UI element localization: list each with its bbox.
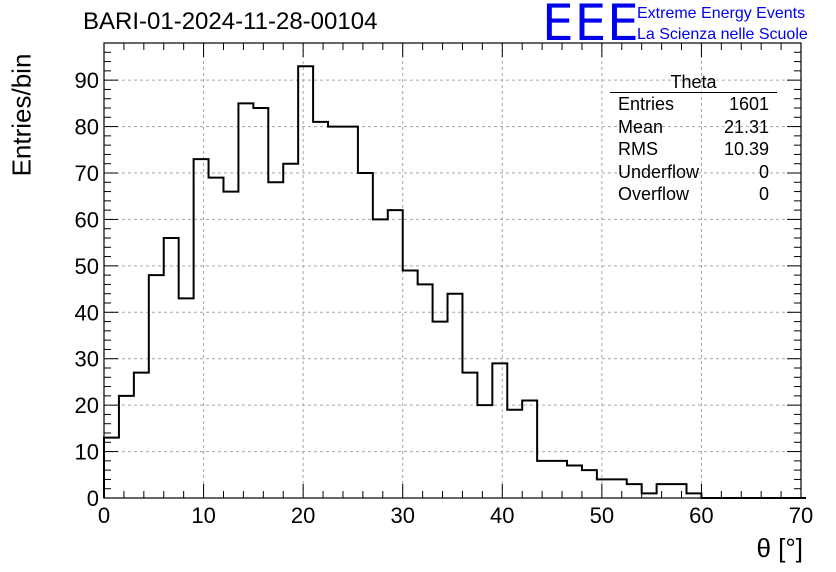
stats-row-rms: RMS 10.39	[610, 138, 777, 161]
stats-label: Mean	[618, 116, 664, 137]
stats-value: 21.31	[723, 116, 769, 137]
y-tick-label: 40	[75, 300, 99, 325]
y-tick-label: 30	[75, 347, 99, 372]
x-tick-label: 50	[590, 503, 614, 528]
logo-line-1: Extreme Energy Events	[637, 5, 806, 22]
stats-label: RMS	[618, 139, 658, 159]
x-tick-label: 40	[490, 503, 514, 528]
x-tick-label: 0	[98, 503, 110, 528]
stats-value: 0	[758, 161, 769, 182]
y-tick-label: 20	[75, 393, 99, 418]
x-tick-label: 10	[191, 503, 215, 528]
x-tick-label: 70	[789, 503, 813, 528]
logo-line-2: La Scienza nelle Scuole	[637, 26, 808, 43]
plot-frame	[103, 42, 802, 499]
y-tick-label: 60	[75, 207, 99, 232]
y-tick-label: 70	[75, 161, 99, 186]
y-tick-label: 10	[75, 440, 99, 465]
histogram-series	[103, 65, 806, 499]
stats-row-overflow: Overflow 0	[610, 183, 777, 206]
x-tick-label: 30	[390, 503, 414, 528]
stats-label: Overflow	[618, 184, 690, 204]
stats-box: Theta Entries 1601 Mean 21.31 RMS 10.39 …	[610, 72, 777, 206]
stats-row-entries: Entries 1601	[610, 93, 777, 116]
y-tick-label: 90	[75, 68, 99, 93]
stats-value: 1601	[728, 94, 769, 114]
y-tick-label: 80	[75, 115, 99, 140]
stats-value: 10.39	[723, 139, 769, 159]
eee-logo-icon: EEE	[542, 0, 640, 52]
y-tick-label: 50	[75, 254, 99, 279]
y-tick-label: 0	[87, 486, 99, 511]
stats-row-mean: Mean 21.31	[610, 116, 777, 139]
y-axis-label: Entries/bin	[6, 53, 37, 177]
chart-title: BARI-01-2024-11-28-00104	[83, 8, 378, 35]
stats-value: 0	[758, 184, 769, 204]
stats-title: Theta	[610, 72, 777, 93]
logo-caption: Extreme Energy Events La Scienza nelle S…	[637, 3, 808, 45]
x-tick-label: 60	[689, 503, 713, 528]
x-axis-label: θ [°]	[756, 533, 803, 563]
stats-label: Entries	[618, 94, 675, 114]
stats-label: Underflow	[618, 161, 700, 182]
x-tick-label: 20	[291, 503, 315, 528]
stats-row-underflow: Underflow 0	[610, 161, 777, 184]
